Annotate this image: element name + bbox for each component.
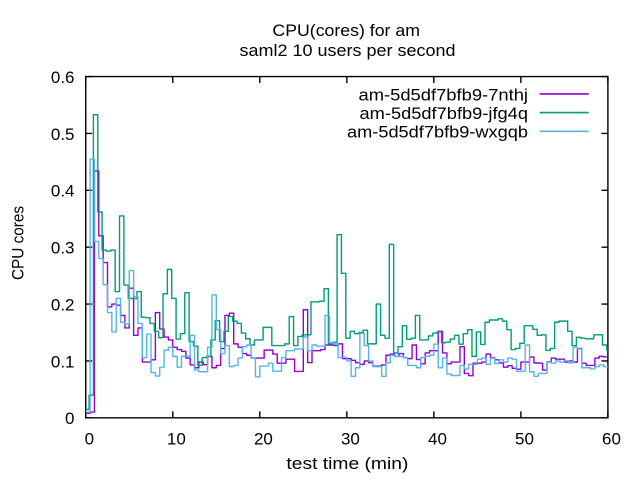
svg-text:10: 10 [167,429,186,448]
svg-text:am-5d5df7bfb9-7nthj: am-5d5df7bfb9-7nthj [359,85,529,104]
svg-text:30: 30 [341,429,360,448]
svg-text:0.4: 0.4 [51,182,75,201]
svg-text:CPU cores: CPU cores [8,206,27,280]
svg-text:0: 0 [65,409,74,428]
svg-text:0.2: 0.2 [51,295,75,314]
svg-text:0.1: 0.1 [51,352,75,371]
svg-text:0: 0 [85,429,94,448]
svg-text:20: 20 [254,429,273,448]
svg-text:0.3: 0.3 [51,239,75,258]
svg-text:am-5d5df7bfb9-jfg4q: am-5d5df7bfb9-jfg4q [360,104,529,123]
svg-text:60: 60 [602,429,621,448]
svg-text:am-5d5df7bfb9-wxgqb: am-5d5df7bfb9-wxgqb [347,123,528,142]
svg-text:0.6: 0.6 [51,68,75,87]
svg-text:test time (min): test time (min) [286,454,408,473]
svg-text:CPU(cores) for am: CPU(cores) for am [272,21,420,40]
svg-text:saml2 10 users per second: saml2 10 users per second [240,41,456,60]
svg-text:0.5: 0.5 [51,125,75,144]
svg-text:40: 40 [428,429,447,448]
svg-text:50: 50 [515,429,534,448]
